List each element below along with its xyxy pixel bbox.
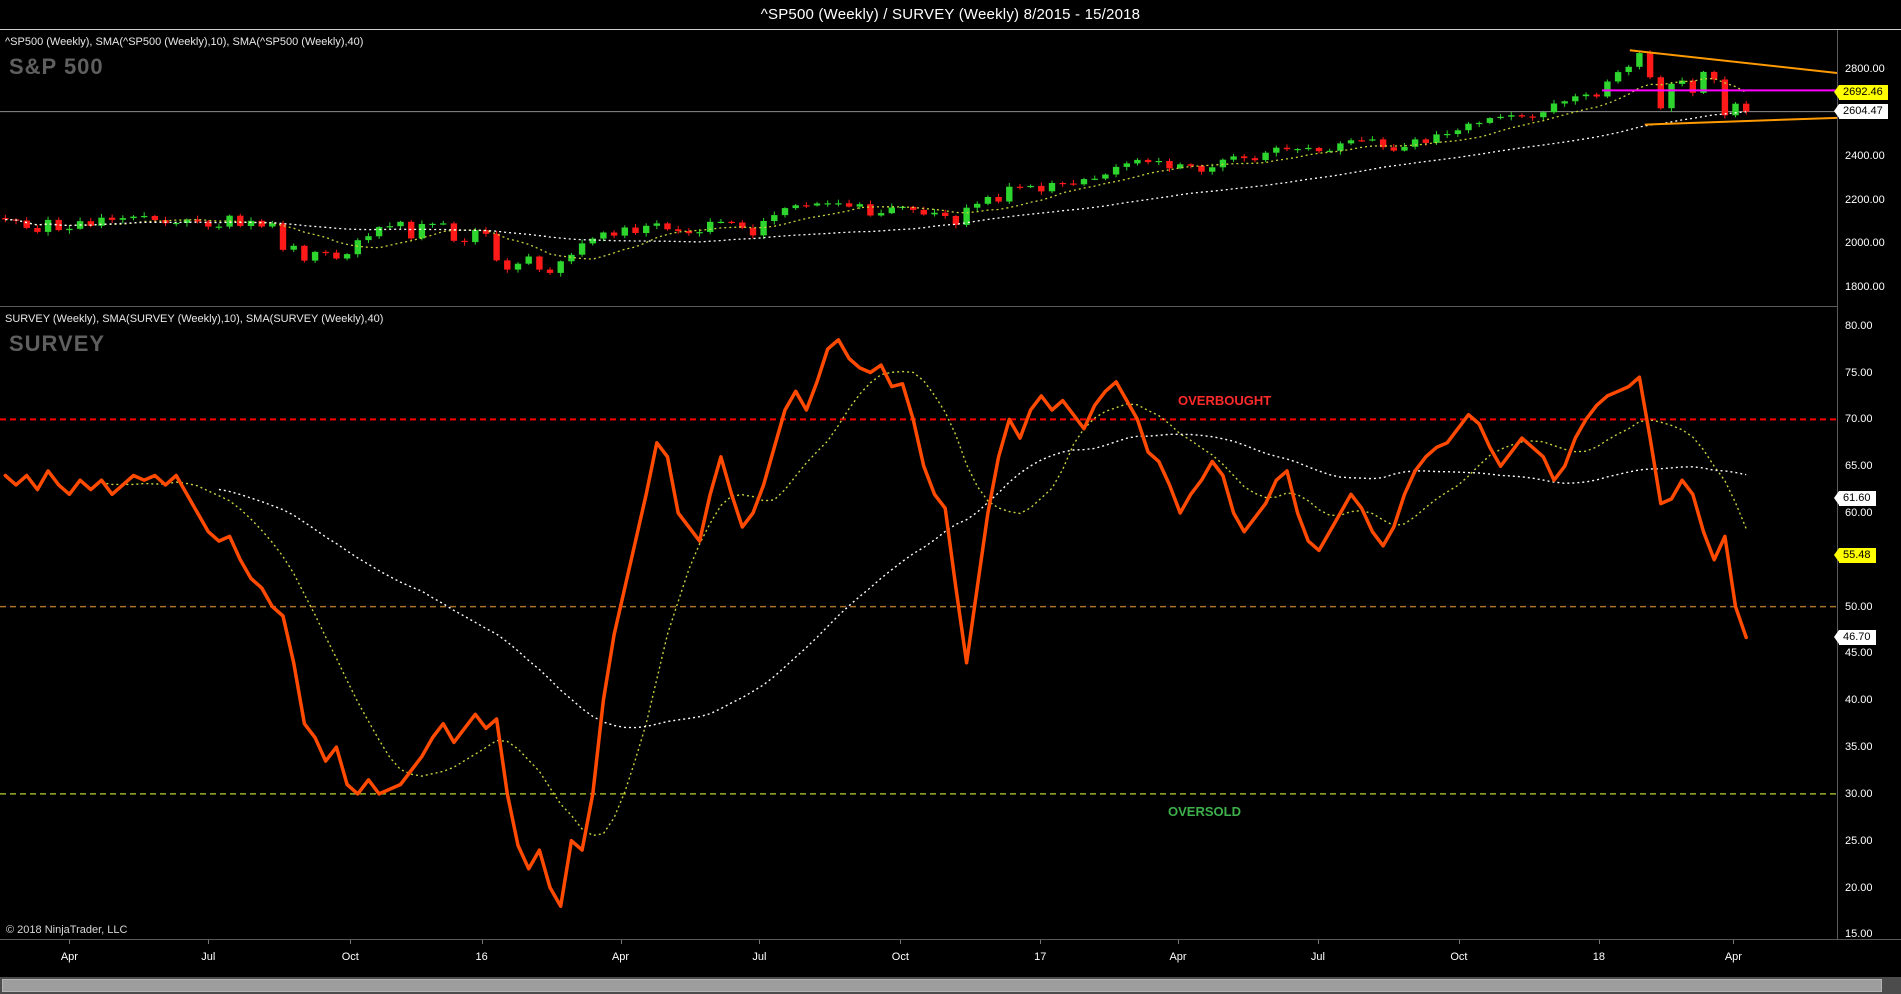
last-value-marker: 2692.46 [1834, 84, 1888, 100]
scrollbar-thumb[interactable] [2, 979, 1882, 992]
y-tick-label: 1800.00 [1845, 281, 1885, 294]
x-axis-label: Oct [891, 951, 909, 963]
last-value-marker: 61.60 [1834, 490, 1876, 506]
price-panel-label: ^SP500 (Weekly), SMA(^SP500 (Weekly),10)… [5, 36, 364, 48]
survey-line [3, 338, 1748, 908]
y-tick-label: 45.00 [1845, 647, 1873, 660]
x-tick-mark [481, 940, 483, 944]
y-tick-label: 2400.00 [1845, 150, 1885, 163]
y-tick-label: 20.00 [1845, 881, 1873, 894]
oversold-label: OVERSOLD [1168, 803, 1241, 819]
y-tick-label: 35.00 [1845, 741, 1873, 754]
marker-arrow-icon [1834, 84, 1839, 99]
overbought-label: OVERBOUGHT [1178, 393, 1272, 409]
price-panel[interactable]: ^SP500 (Weekly), SMA(^SP500 (Weekly),10)… [0, 30, 1837, 307]
x-tick-mark [208, 940, 210, 944]
y-tick-label: 60.00 [1845, 506, 1873, 519]
y-tick-label: 65.00 [1845, 460, 1873, 473]
price-chart-svg[interactable] [0, 30, 1837, 306]
x-tick-mark [1733, 940, 1735, 944]
y-tick-label: 2000.00 [1845, 237, 1885, 250]
x-tick-mark [1178, 940, 1180, 944]
marker-arrow-icon [1834, 630, 1839, 644]
price-sma-10 [5, 77, 1747, 260]
copyright-notice: © 2018 NinjaTrader, LLC [6, 924, 128, 936]
x-axis-label: Apr [1724, 951, 1742, 963]
x-tick-mark [69, 940, 71, 944]
y-tick-label: 40.00 [1845, 694, 1873, 707]
y-tick-label: 2800.00 [1845, 63, 1885, 76]
trendline[interactable] [1644, 116, 1837, 126]
candles [2, 50, 1750, 277]
x-tick-mark [1040, 940, 1042, 944]
x-tick-mark [1317, 940, 1319, 944]
title-bar: ^SP500 (Weekly) / SURVEY (Weekly) 8/2015… [0, 0, 1901, 30]
x-tick-mark [900, 940, 902, 944]
x-axis-label: Oct [1450, 951, 1468, 963]
x-axis-label: Apr [1169, 951, 1187, 963]
time-axis[interactable]: Apr Jul Oct 16 Apr Jul Oct 17 Apr Jul Oct 18 Apr [0, 939, 1901, 977]
last-value-marker: 46.70 [1834, 630, 1876, 645]
survey-watermark: SURVEY [9, 331, 106, 356]
x-axis-label: Apr [611, 951, 630, 963]
x-axis-label: 18 [1592, 951, 1605, 963]
x-tick-mark [620, 940, 622, 944]
survey-chart-svg[interactable] [0, 307, 1837, 939]
y-tick-label: 15.00 [1845, 928, 1873, 941]
x-tick-mark [1458, 940, 1460, 944]
y-tick-label: 30.00 [1845, 787, 1873, 800]
marker-arrow-icon [1834, 547, 1839, 562]
x-tick-mark [759, 940, 761, 944]
price-sma-40 [5, 111, 1747, 243]
trendline[interactable] [1629, 49, 1837, 74]
x-axis-label: 16 [475, 951, 488, 963]
x-axis-label: 17 [1034, 951, 1047, 963]
sp500-watermark: S&P 500 [9, 54, 104, 79]
y-tick-label: 50.00 [1845, 600, 1873, 613]
marker-arrow-icon [1834, 490, 1839, 505]
marker-arrow-icon [1834, 104, 1839, 119]
survey-sma-10 [101, 370, 1747, 837]
x-axis-label: Oct [341, 951, 359, 963]
x-tick-mark [1598, 940, 1600, 944]
x-axis-label: Apr [60, 951, 78, 963]
y-tick-label: 75.00 [1845, 366, 1873, 379]
horizontal-scrollbar [0, 977, 1901, 994]
last-value-marker: 55.48 [1834, 547, 1876, 563]
last-value-marker: 2604.47 [1834, 104, 1888, 120]
y-tick-label: 25.00 [1845, 834, 1873, 847]
x-axis-label: Jul [1310, 951, 1325, 963]
y-tick-label: 2200.00 [1845, 193, 1885, 206]
survey-panel[interactable]: SURVEY (Weekly), SMA(SURVEY (Weekly),10)… [0, 307, 1837, 939]
x-axis-label: Jul [752, 951, 767, 963]
survey-sma-40 [218, 433, 1747, 729]
survey-panel-label: SURVEY (Weekly), SMA(SURVEY (Weekly),10)… [5, 313, 384, 325]
chart-title: ^SP500 (Weekly) / SURVEY (Weekly) 8/2015… [760, 6, 1141, 23]
y-tick-label: 80.00 [1845, 319, 1873, 332]
y-tick-label: 70.00 [1845, 413, 1873, 426]
price-scale-axis[interactable]: 2800.002600.002400.002200.002000.001800.… [1834, 30, 1901, 941]
x-tick-mark [350, 940, 352, 944]
x-axis-label: Jul [201, 951, 216, 963]
